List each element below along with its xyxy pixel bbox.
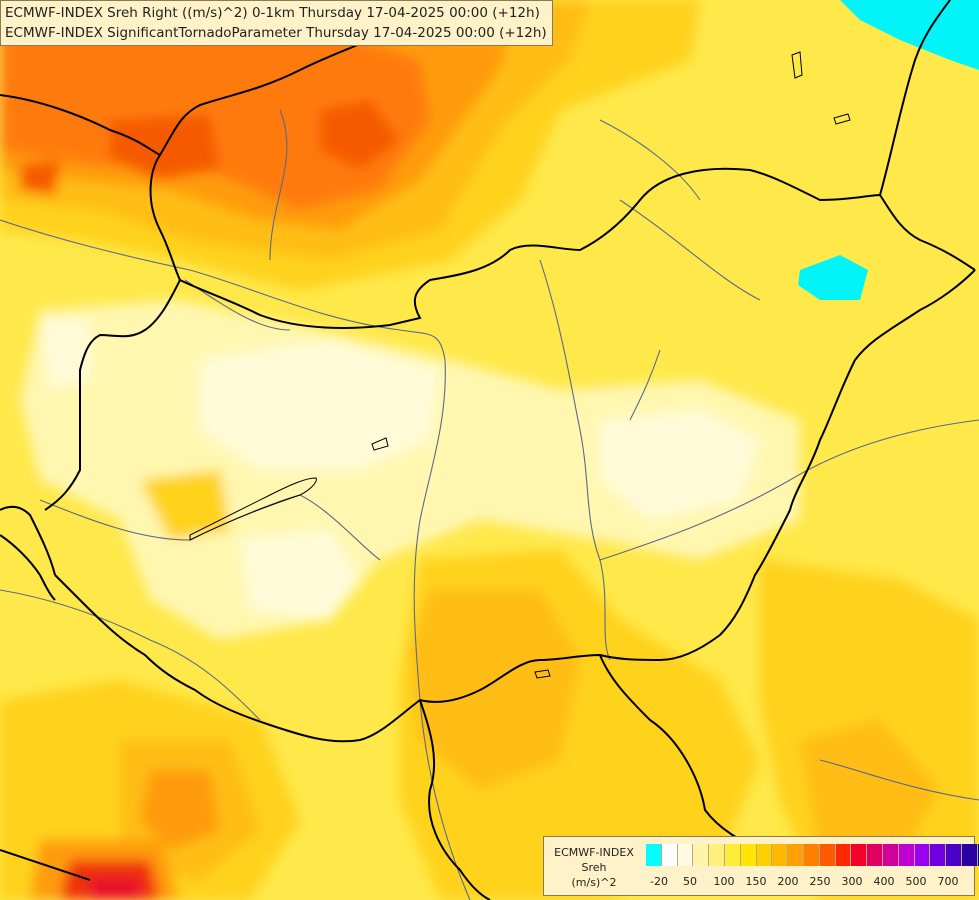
legend-swatch-18 [930, 844, 947, 866]
legend-swatch-6 [740, 844, 757, 866]
legend-tick-label: -20 [650, 875, 668, 888]
legend-tick-label: 200 [777, 875, 799, 888]
cyan-area-northeast [798, 255, 868, 300]
legend-tick-label: 100 [713, 875, 735, 888]
legend-unit-label: (m/s)^2 [571, 876, 617, 889]
legend-swatch-10 [803, 844, 820, 866]
legend-ticks: -20 50 100 150 200 250 300 400 500 700 [646, 875, 971, 891]
legend-swatch-1 [661, 844, 678, 866]
legend-swatch-11 [819, 844, 836, 866]
legend-swatch-21 [977, 844, 979, 866]
legend-swatch-19 [946, 844, 962, 866]
legend-tick-label: 400 [873, 875, 895, 888]
legend-swatch-3 [693, 844, 710, 866]
legend-swatch-8 [772, 844, 789, 866]
legend-swatch-5 [724, 844, 741, 866]
legend-title: ECMWF-INDEX Sreh (m/s)^2 [546, 845, 642, 890]
legend-swatch-17 [914, 844, 931, 866]
legend-swatch-4 [709, 844, 725, 866]
legend-model-label: ECMWF-INDEX [554, 846, 634, 859]
lake-balaton [189, 477, 317, 541]
legend-swatch-12 [835, 844, 852, 866]
lakes [189, 51, 851, 679]
legend-swatch-7 [756, 844, 773, 866]
legend-swatch-14 [867, 844, 883, 866]
legend-tick-label: 250 [809, 875, 831, 888]
legend-swatch-16 [898, 844, 915, 866]
legend-swatch-9 [788, 844, 804, 866]
title-line-1: ECMWF-INDEX Sreh Right ((m/s)^2) 0-1km T… [5, 5, 540, 21]
legend-tick-label: 150 [745, 875, 767, 888]
legend-tick-label: 700 [937, 875, 959, 888]
legend-tick-label: 50 [683, 875, 697, 888]
legend-swatch-15 [882, 844, 899, 866]
legend-swatch-2 [677, 844, 694, 866]
legend-swatch-20 [961, 844, 978, 866]
cyan-area-corner [840, 0, 979, 70]
map-title-box: ECMWF-INDEX Sreh Right ((m/s)^2) 0-1km T… [0, 0, 553, 46]
legend-tick-label: 300 [841, 875, 863, 888]
legend-swatches [646, 844, 979, 866]
legend-swatch-13 [851, 844, 868, 866]
rivers [0, 109, 979, 900]
color-legend: ECMWF-INDEX Sreh (m/s)^2 -20 50 100 150 200 2… [543, 836, 979, 896]
legend-param-label: Sreh [581, 861, 607, 874]
legend-tick-label: 500 [905, 875, 927, 888]
legend-swatch-0 [646, 844, 662, 866]
title-line-2: ECMWF-INDEX SignificantTornadoParameter … [5, 25, 547, 41]
